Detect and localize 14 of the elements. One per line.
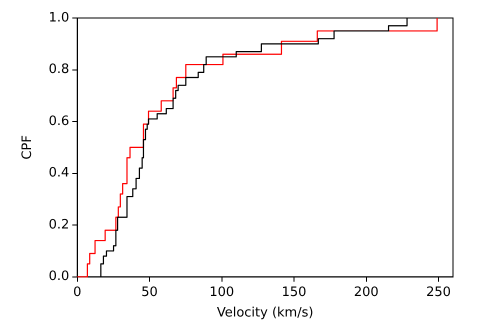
x-axis-title: Velocity (km/s) — [216, 306, 314, 321]
y-tick-label: 0.0 — [48, 269, 70, 284]
x-tick-label: 50 — [141, 284, 158, 300]
y-tick-label: 0.6 — [48, 114, 70, 129]
y-tick-label: 0.4 — [48, 166, 70, 181]
x-tick-label: 200 — [354, 284, 379, 300]
y-tick-label: 0.8 — [48, 62, 70, 78]
y-tick-label: 0.2 — [48, 217, 70, 232]
x-tick-label: 100 — [209, 284, 234, 300]
y-tick-label: 1.0 — [48, 10, 70, 26]
x-tick-label: 0 — [73, 284, 82, 300]
x-tick-label: 150 — [282, 284, 306, 300]
x-tick-label: 250 — [426, 284, 451, 300]
y-axis-title: CPF — [20, 135, 36, 160]
